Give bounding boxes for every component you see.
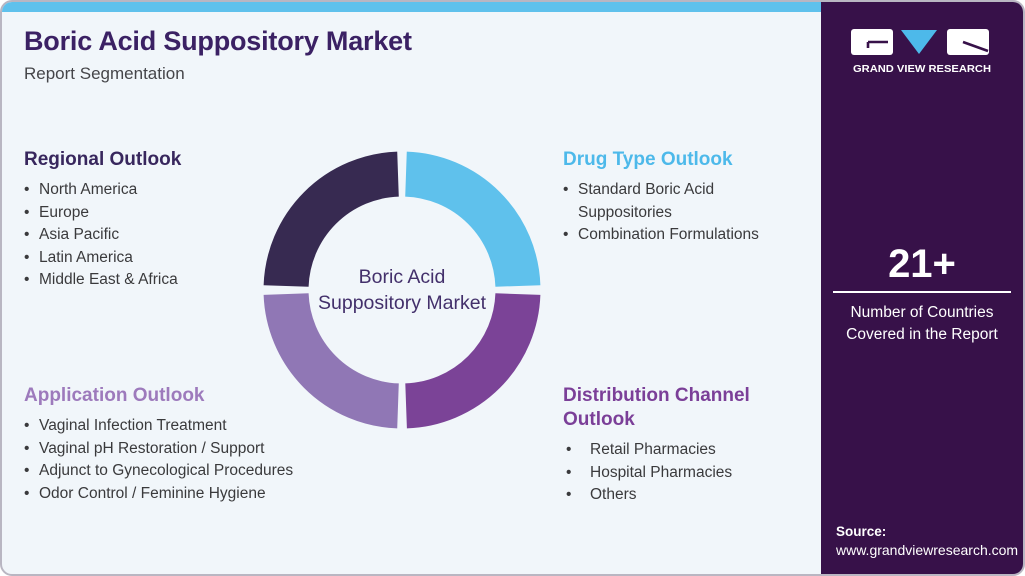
- list-item: Latin America: [24, 247, 274, 270]
- section-regional-outlook: Regional Outlook North America Europe As…: [24, 148, 274, 292]
- donut-segment-drug-type: [404, 151, 541, 288]
- list-item: Middle East & Africa: [24, 269, 274, 292]
- header: Boric Acid Suppository Market Report Seg…: [24, 26, 412, 84]
- logo-wordmark: GRAND VIEW RESEARCH: [853, 63, 991, 75]
- donut-segment-application: [263, 292, 400, 429]
- source-url: www.grandviewresearch.com: [836, 542, 1019, 558]
- stat-label: Number of Countries Covered in the Repor…: [846, 304, 998, 343]
- list-item: Asia Pacific: [24, 224, 274, 247]
- page-subtitle: Report Segmentation: [24, 64, 185, 83]
- page-title: Boric Acid Suppository Market: [24, 26, 412, 56]
- list-item: Adjunct to Gynecological Procedures: [24, 460, 369, 483]
- section-application-title: Application Outlook: [24, 385, 205, 406]
- section-distribution-list: Retail Pharmacies Hospital Pharmacies Ot…: [563, 439, 808, 507]
- section-drug-type-outlook: Drug Type Outlook Standard Boric Acid Su…: [563, 148, 801, 247]
- list-item: Retail Pharmacies: [563, 439, 808, 462]
- stat-value: 21+: [888, 242, 956, 286]
- section-distribution-title: Distribution Channel Outlook: [563, 385, 750, 430]
- source-block: Source: www.grandviewresearch.com: [836, 522, 1018, 560]
- gvr-logo-icon: GRAND VIEW RESEARCH: [851, 29, 991, 75]
- countries-stat: 21+ Number of Countries Covered in the R…: [821, 244, 1023, 345]
- brand-sidebar: GRAND VIEW RESEARCH 21+ Number of Countr…: [821, 2, 1023, 574]
- section-distribution-channel-outlook: Distribution Channel Outlook Retail Phar…: [563, 384, 808, 507]
- top-accent-bar: [2, 2, 824, 12]
- segmentation-donut-chart: Boric Acid Suppository Market: [252, 140, 552, 440]
- donut-segment-distribution: [404, 292, 541, 429]
- section-drug-type-list: Standard Boric Acid Suppositories Combin…: [563, 179, 801, 247]
- list-item: North America: [24, 179, 274, 202]
- section-drug-type-title: Drug Type Outlook: [563, 149, 733, 170]
- section-application-outlook: Application Outlook Vaginal Infection Tr…: [24, 384, 369, 505]
- section-regional-title: Regional Outlook: [24, 149, 182, 170]
- section-application-list: Vaginal Infection Treatment Vaginal pH R…: [24, 415, 369, 505]
- list-item: Vaginal pH Restoration / Support: [24, 438, 369, 461]
- list-item: Others: [563, 484, 808, 507]
- stat-divider: [833, 291, 1011, 293]
- source-label: Source:: [836, 524, 887, 539]
- list-item: Standard Boric Acid Suppositories: [563, 179, 801, 224]
- donut-center-label: Boric Acid Suppository Market: [318, 266, 486, 314]
- list-item: Vaginal Infection Treatment: [24, 415, 369, 438]
- list-item: Hospital Pharmacies: [563, 462, 808, 485]
- donut-rings: [263, 151, 541, 429]
- list-item: Combination Formulations: [563, 224, 801, 247]
- list-item: Odor Control / Feminine Hygiene: [24, 483, 369, 506]
- section-regional-list: North America Europe Asia Pacific Latin …: [24, 179, 274, 292]
- list-item: Europe: [24, 202, 274, 225]
- grand-view-research-logo: GRAND VIEW RESEARCH: [851, 28, 993, 81]
- donut-segment-regional: [263, 151, 400, 288]
